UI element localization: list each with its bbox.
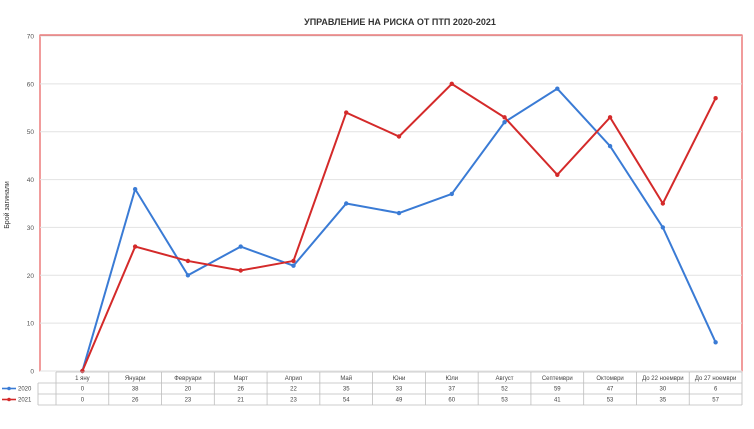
data-point	[660, 225, 666, 230]
data-label: 41	[554, 398, 561, 404]
y-axis-ticks: 0 10 20 30 40 50 60 70	[27, 34, 35, 376]
data-label: 49	[396, 398, 403, 404]
data-point	[238, 244, 243, 249]
data-label: 53	[607, 398, 614, 404]
x-tick-label: Май	[340, 375, 352, 382]
data-label: 35	[343, 387, 350, 393]
series-lines	[80, 81, 718, 374]
x-tick-label: Март	[234, 376, 249, 382]
y-tick-label: 50	[27, 129, 35, 136]
data-label: 33	[396, 387, 403, 393]
data-label: 53	[501, 398, 508, 404]
data-label: 35	[660, 398, 667, 404]
series-line-2020	[81, 87, 717, 372]
data-label: 6	[714, 387, 718, 393]
y-tick-label: 30	[27, 225, 35, 232]
data-table: 1 яну Януари Февруари Март Април Май Юни Юли Авг…	[2, 371, 743, 406]
data-label: 23	[290, 398, 297, 404]
legend-label: 2021	[18, 398, 32, 404]
x-tick-label: До 22 ноември	[642, 376, 683, 382]
chart-title: УПРАВЛЕНИЕ НА РИСКА ОТ ПТП 2020-2021	[304, 17, 496, 27]
data-point	[344, 110, 349, 115]
data-label: 0	[81, 387, 85, 393]
data-label: 21	[237, 398, 244, 404]
data-point	[396, 210, 402, 216]
data-point	[607, 115, 613, 120]
x-tick-label: Август	[496, 376, 514, 382]
data-label: 23	[185, 398, 192, 404]
data-label: 54	[343, 398, 350, 404]
x-tick-label: 1 яну	[75, 376, 90, 382]
x-tick-label: Февруари	[174, 376, 201, 382]
data-label: 57	[712, 398, 719, 404]
data-point	[502, 115, 507, 120]
series-2020	[80, 86, 718, 374]
legend-marker-2020	[7, 386, 11, 391]
x-tick-label: Юни	[393, 376, 406, 382]
y-tick-label: 0	[30, 369, 34, 376]
data-point	[713, 340, 718, 345]
plot-border	[39, 34, 743, 372]
x-tick-label: Октомври	[596, 376, 623, 382]
y-tick-label: 70	[27, 34, 35, 41]
legend-label: 2020	[18, 387, 32, 393]
data-point	[502, 119, 507, 125]
data-point	[132, 244, 138, 249]
x-tick-label: Април	[285, 376, 303, 382]
data-label: 37	[448, 387, 455, 393]
data-point	[396, 134, 402, 139]
data-label: 26	[237, 387, 244, 393]
x-tick-label: Септември	[542, 376, 573, 382]
data-label: 20	[185, 387, 192, 393]
data-label: 0	[81, 398, 85, 404]
x-tick-label: Януари	[125, 376, 146, 382]
data-point	[132, 186, 138, 192]
data-point	[344, 201, 349, 206]
y-tick-label: 10	[27, 321, 35, 328]
data-point	[185, 273, 191, 278]
data-point	[185, 258, 191, 264]
x-tick-label: До 27 ноември	[695, 376, 736, 382]
series-2021	[80, 81, 718, 374]
data-point	[238, 268, 243, 273]
data-label: 26	[132, 398, 139, 404]
data-point	[555, 86, 560, 91]
y-tick-label: 60	[27, 81, 35, 88]
gridlines	[40, 35, 742, 372]
data-point	[291, 263, 296, 268]
y-tick-label: 40	[27, 177, 35, 184]
data-label: 60	[448, 398, 455, 404]
data-point	[449, 81, 454, 87]
data-point	[291, 258, 296, 264]
data-point	[449, 191, 454, 197]
legend-marker-2021	[7, 397, 11, 402]
data-label: 22	[290, 387, 297, 393]
data-label: 38	[132, 387, 139, 393]
data-label: 59	[554, 387, 561, 393]
data-point	[607, 143, 613, 149]
x-tick-label: Юли	[445, 376, 458, 382]
data-label: 52	[501, 387, 508, 393]
data-label: 30	[660, 387, 667, 393]
data-label: 47	[607, 387, 614, 393]
y-axis-label: Брой загинали	[3, 181, 11, 229]
data-point	[80, 368, 85, 374]
y-tick-label: 20	[27, 273, 35, 280]
data-point	[555, 172, 560, 177]
data-point	[660, 201, 666, 206]
data-point	[713, 96, 718, 101]
